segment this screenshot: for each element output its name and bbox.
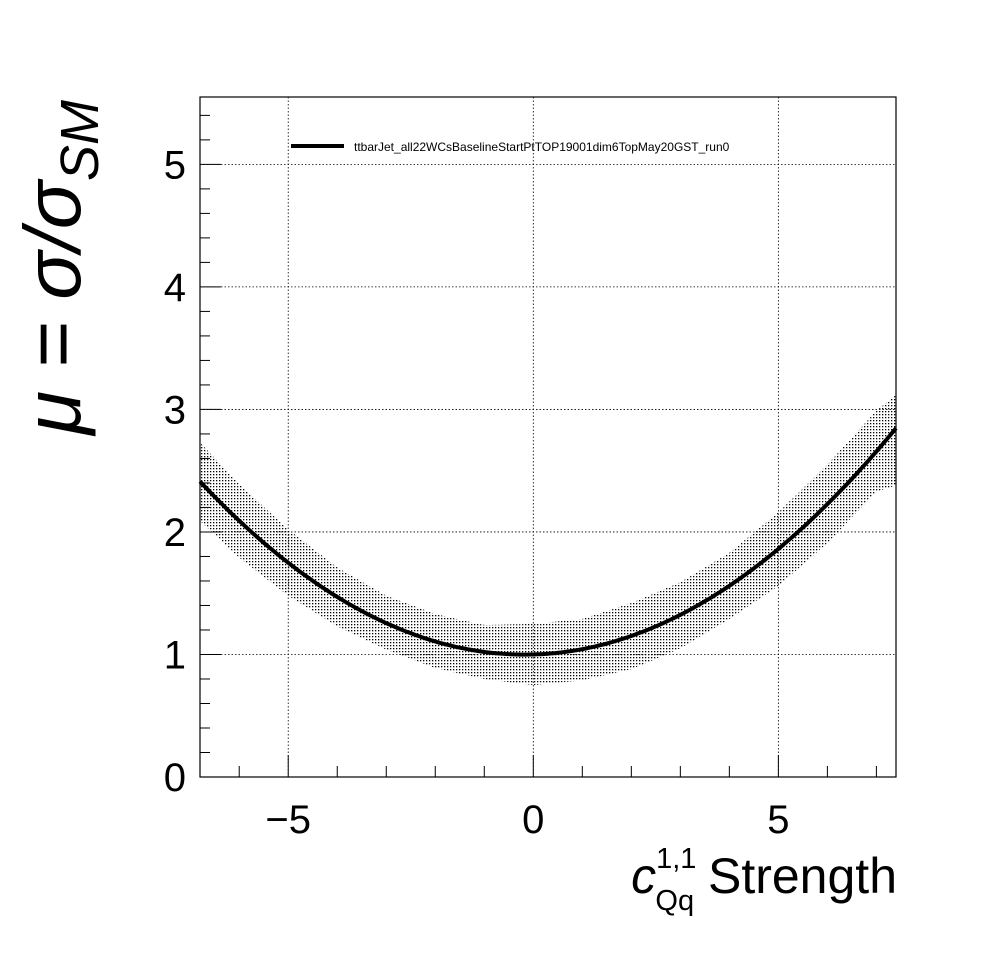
y-tick-label: 0 xyxy=(164,756,186,800)
x-tick-label: 0 xyxy=(522,798,544,842)
x-tick-label: −5 xyxy=(265,798,311,842)
x-axis-label-symbol: c xyxy=(631,848,656,904)
y-tick-label: 3 xyxy=(164,388,186,432)
legend-label: ttbarJet_all22WCsBaselineStartPtTOP19001… xyxy=(354,140,730,154)
y-axis-label: μ = σ/σSM xyxy=(8,100,110,437)
legend: ttbarJet_all22WCsBaselineStartPtTOP19001… xyxy=(291,140,730,154)
y-tick-label: 2 xyxy=(164,511,186,555)
y-tick-label: 4 xyxy=(164,266,186,310)
uncertainty-band-group xyxy=(200,394,896,685)
tick-labels: −5 0 5 0 1 2 3 4 5 xyxy=(164,143,790,842)
x-axis-label: c1,1 Qq Strength xyxy=(631,843,897,917)
central-curve xyxy=(198,426,898,657)
plot-frame xyxy=(199,96,897,778)
x-axis-label-superscript: 1,1 xyxy=(656,843,696,875)
uncertainty-band xyxy=(200,394,896,685)
x-axis-label-suffix: Strength xyxy=(694,848,897,904)
axis-ticks xyxy=(200,114,877,778)
y-axis-label-main: μ = σ/σ xyxy=(8,178,97,436)
x-tick-label: 5 xyxy=(767,798,789,842)
x-axis-label-subscript: Qq xyxy=(655,885,694,917)
y-tick-label: 1 xyxy=(164,633,186,677)
y-axis-label-subscript: SM xyxy=(50,100,110,181)
y-tick-label: 5 xyxy=(164,143,186,187)
central-curve-group xyxy=(198,426,898,657)
